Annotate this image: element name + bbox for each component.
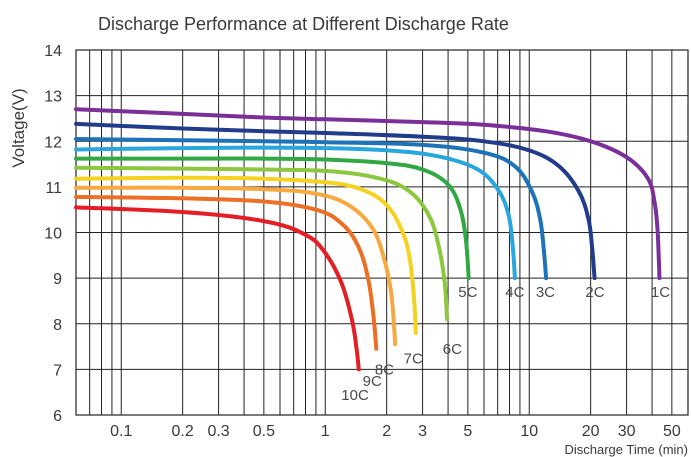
x-tick-label: 5: [463, 423, 472, 440]
y-tick-label: 8: [53, 317, 62, 334]
x-tick-label: 0.2: [172, 423, 194, 440]
x-axis-label: Discharge Time (min): [564, 442, 688, 457]
series-line-7C: [74, 175, 418, 335]
y-tick-label: 14: [44, 43, 62, 60]
series-label-2C: 2C: [585, 284, 604, 301]
y-tick-label: 10: [44, 226, 62, 243]
series-label-4C: 4C: [505, 284, 524, 301]
series-line-1C: [74, 107, 662, 281]
series-label-1C: 1C: [651, 284, 670, 301]
plot-frame: [75, 49, 689, 416]
x-tick-label: 1: [321, 423, 330, 440]
series-label-3C: 3C: [536, 284, 555, 301]
x-tick-label: 0.3: [207, 423, 229, 440]
y-tick-label: 12: [44, 134, 62, 151]
series-label-5C: 5C: [458, 284, 477, 301]
series-label-7C: 7C: [404, 350, 423, 367]
series-line-3C: [74, 137, 549, 281]
chart-title: Discharge Performance at Different Disch…: [98, 14, 509, 34]
x-tick-label: 20: [582, 423, 600, 440]
y-tick-label: 7: [53, 362, 62, 379]
series-line-10C: [74, 205, 361, 372]
x-tick-label: 10: [520, 423, 538, 440]
x-tick-label: 50: [663, 423, 681, 440]
series-line-2C: [74, 121, 597, 281]
series-label-6C: 6C: [443, 341, 462, 358]
series-line-4C: [74, 145, 517, 281]
series-label-8C: 8C: [375, 362, 394, 379]
chart-series: [74, 107, 662, 372]
series-line-6C: [74, 165, 449, 322]
y-tick-label: 6: [53, 408, 62, 425]
y-tick-label: 11: [45, 180, 62, 197]
x-tick-label: 0.1: [110, 423, 132, 440]
series-line-5C: [74, 156, 471, 281]
y-axis-label: Voltage(V): [9, 88, 28, 167]
x-tick-label: 2: [382, 423, 391, 440]
series-line-8C: [74, 185, 398, 347]
series-label-9C: 9C: [363, 373, 382, 390]
x-tick-label: 0.5: [253, 423, 275, 440]
series-label-10C: 10C: [341, 387, 369, 404]
x-tick-label: 3: [418, 423, 427, 440]
y-tick-label: 13: [44, 89, 62, 106]
x-tick-label: 30: [618, 423, 636, 440]
y-tick-label: 9: [53, 271, 62, 288]
series-line-9C: [74, 194, 379, 351]
